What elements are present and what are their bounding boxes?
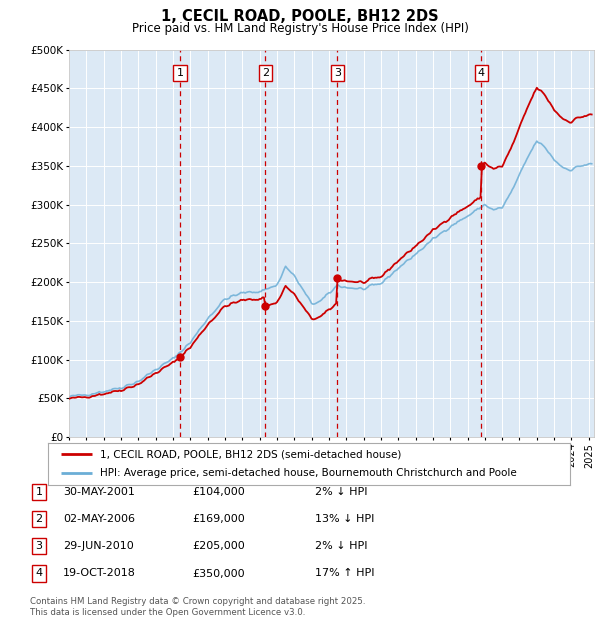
Text: 17% ↑ HPI: 17% ↑ HPI [315,569,374,578]
Text: Price paid vs. HM Land Registry's House Price Index (HPI): Price paid vs. HM Land Registry's House … [131,22,469,35]
Text: 29-JUN-2010: 29-JUN-2010 [63,541,134,551]
Text: 3: 3 [35,541,43,551]
Text: 19-OCT-2018: 19-OCT-2018 [63,569,136,578]
Text: 2: 2 [35,514,43,524]
Text: 30-MAY-2001: 30-MAY-2001 [63,487,135,497]
Text: 13% ↓ HPI: 13% ↓ HPI [315,514,374,524]
Text: 4: 4 [35,569,43,578]
Text: 2: 2 [262,68,269,78]
Text: £169,000: £169,000 [192,514,245,524]
Text: 1, CECIL ROAD, POOLE, BH12 2DS (semi-detached house): 1, CECIL ROAD, POOLE, BH12 2DS (semi-det… [100,449,401,459]
Text: 3: 3 [334,68,341,78]
Text: 2% ↓ HPI: 2% ↓ HPI [315,541,367,551]
Text: 02-MAY-2006: 02-MAY-2006 [63,514,135,524]
Text: HPI: Average price, semi-detached house, Bournemouth Christchurch and Poole: HPI: Average price, semi-detached house,… [100,469,517,479]
Text: £104,000: £104,000 [192,487,245,497]
Text: 1: 1 [35,487,43,497]
Text: 2% ↓ HPI: 2% ↓ HPI [315,487,367,497]
Text: 1: 1 [176,68,184,78]
Text: 1, CECIL ROAD, POOLE, BH12 2DS: 1, CECIL ROAD, POOLE, BH12 2DS [161,9,439,24]
Text: Contains HM Land Registry data © Crown copyright and database right 2025.
This d: Contains HM Land Registry data © Crown c… [30,598,365,617]
Text: £350,000: £350,000 [192,569,245,578]
Text: £205,000: £205,000 [192,541,245,551]
Text: 4: 4 [478,68,485,78]
